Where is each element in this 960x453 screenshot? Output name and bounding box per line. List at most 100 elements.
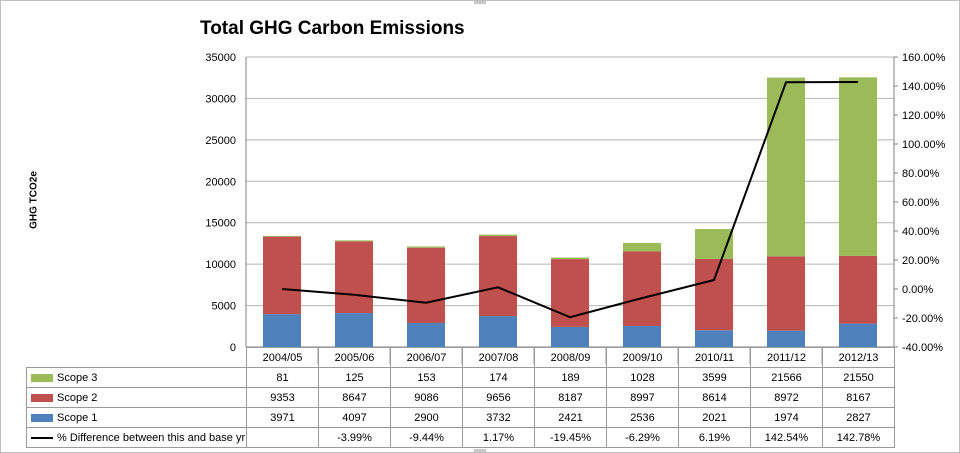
- legend-label: Scope 1: [57, 411, 98, 424]
- bar-scope-3: [263, 235, 301, 237]
- y2-tick-label: 120.00%: [902, 110, 946, 122]
- table-cell: 21566: [750, 367, 823, 388]
- table-cell: 174: [462, 367, 535, 388]
- y-tick-label: 5000: [212, 301, 236, 313]
- table-cell: [246, 427, 319, 448]
- table-cell: 21550: [822, 367, 895, 388]
- table-cell: 81: [246, 367, 319, 388]
- bar-scope-1: [695, 330, 733, 347]
- bar-scope-1: [335, 313, 373, 347]
- table-cell: -19.45%: [534, 427, 607, 448]
- table-row: Scope 2 9353 8647 9086 9656 8187 8997 8614 8972 8…: [26, 387, 895, 408]
- x-tick-label: 2005/06: [318, 347, 391, 368]
- bar-scope-2: [623, 251, 661, 326]
- y2-tick-label: 140.00%: [902, 81, 946, 93]
- legend-label: Scope 2: [57, 391, 98, 404]
- legend-entry: Scope 3: [26, 367, 247, 388]
- category-row: 2004/05 2005/06 2006/07 2007/08 2008/09 2009/…: [26, 347, 895, 368]
- bar-scope-2: [551, 259, 589, 327]
- y-tick-label: 30000: [205, 93, 236, 105]
- bar-scope-3: [335, 240, 373, 242]
- y2-tick-label: 20.00%: [902, 255, 940, 267]
- table-cell: -9.44%: [390, 427, 463, 448]
- bar-scope-1: [263, 314, 301, 347]
- y2-tick-label: -20.00%: [902, 313, 943, 325]
- table-cell: 2536: [606, 407, 679, 428]
- y-tick-label: 35000: [205, 52, 236, 64]
- x-tick-label: 2008/09: [534, 347, 607, 368]
- table-cell: 1028: [606, 367, 679, 388]
- bar-scope-3: [407, 246, 445, 248]
- bar-scope-2: [839, 255, 877, 324]
- legend-label: Scope 3: [57, 371, 98, 384]
- y2-tick-label: 0.00%: [902, 284, 933, 296]
- y2-tick-label: 160.00%: [902, 52, 946, 64]
- table-cell: 1.17%: [462, 427, 535, 448]
- table-cell: 3732: [462, 407, 535, 428]
- bar-scope-1: [623, 325, 661, 347]
- legend-line-key: [31, 436, 53, 439]
- table-cell: 9656: [462, 387, 535, 408]
- table-cell: 2827: [822, 407, 895, 428]
- legend-swatch: [31, 393, 53, 402]
- bar-scope-3: [767, 77, 805, 257]
- bar-scope-2: [479, 236, 517, 317]
- bar-scope-3: [479, 234, 517, 237]
- table-cell: 8167: [822, 387, 895, 408]
- table-cell: 142.54%: [750, 427, 823, 448]
- y-tick-label: 20000: [205, 176, 236, 188]
- bar-scope-1: [767, 330, 805, 347]
- y-tick-label: 10000: [205, 259, 236, 271]
- chart-title: Total GHG Carbon Emissions: [200, 18, 465, 39]
- bar-scope-2: [767, 256, 805, 331]
- y2-tick-label: -40.00%: [902, 342, 943, 354]
- bar-scope-2: [335, 241, 373, 314]
- resize-handle-top[interactable]: [474, 1, 486, 4]
- x-tick-label: 2004/05: [246, 347, 319, 368]
- x-tick-label: 2006/07: [390, 347, 463, 368]
- x-tick-label: 2007/08: [462, 347, 535, 368]
- y-tick-label: 15000: [205, 218, 236, 230]
- table-row: Scope 1 3971 4097 2900 3732 2421 2536 2021 1974 2…: [26, 407, 895, 428]
- y2-tick-label: 80.00%: [902, 168, 940, 180]
- legend-entry: Scope 2: [26, 387, 247, 408]
- table-cell: 142.78%: [822, 427, 895, 448]
- table-cell: 2900: [390, 407, 463, 428]
- table-cell: 153: [390, 367, 463, 388]
- bar-scope-3: [839, 77, 877, 256]
- table-cell: 125: [318, 367, 391, 388]
- bar-scope-2: [263, 236, 301, 315]
- table-cell: 8614: [678, 387, 751, 408]
- table-cell: 8647: [318, 387, 391, 408]
- bar-scope-1: [551, 326, 589, 347]
- bar-scope-3: [623, 242, 661, 252]
- legend-swatch: [31, 373, 53, 382]
- table-cell: 3599: [678, 367, 751, 388]
- table-corner: [26, 347, 247, 368]
- x-tick-label: 2011/12: [750, 347, 823, 368]
- x-tick-label: 2012/13: [822, 347, 895, 368]
- y2-tick-label: 40.00%: [902, 226, 940, 238]
- data-table: 2004/05 2005/06 2006/07 2007/08 2008/09 2009/…: [26, 347, 895, 448]
- x-tick-label: 2009/10: [606, 347, 679, 368]
- bar-scope-1: [479, 316, 517, 347]
- legend-swatch: [31, 413, 53, 422]
- table-cell: 8997: [606, 387, 679, 408]
- table-row: Scope 3 81 125 153 174 189 1028 3599 21566 21550: [26, 367, 895, 388]
- bar-scope-1: [407, 322, 445, 347]
- bar-scope-3: [551, 257, 589, 260]
- y-tick-label: 25000: [205, 135, 236, 147]
- table-cell: 189: [534, 367, 607, 388]
- x-tick-label: 2010/11: [678, 347, 751, 368]
- bar-scope-2: [695, 258, 733, 331]
- resize-handle-bottom[interactable]: [474, 449, 486, 452]
- y2-tick-label: 60.00%: [902, 197, 940, 209]
- table-row: % Difference between this and base yr -3.…: [26, 427, 895, 448]
- table-cell: 3971: [246, 407, 319, 428]
- table-cell: -6.29%: [606, 427, 679, 448]
- table-cell: 8187: [534, 387, 607, 408]
- table-cell: 2021: [678, 407, 751, 428]
- table-cell: 4097: [318, 407, 391, 428]
- bar-scope-2: [407, 247, 445, 323]
- table-cell: 8972: [750, 387, 823, 408]
